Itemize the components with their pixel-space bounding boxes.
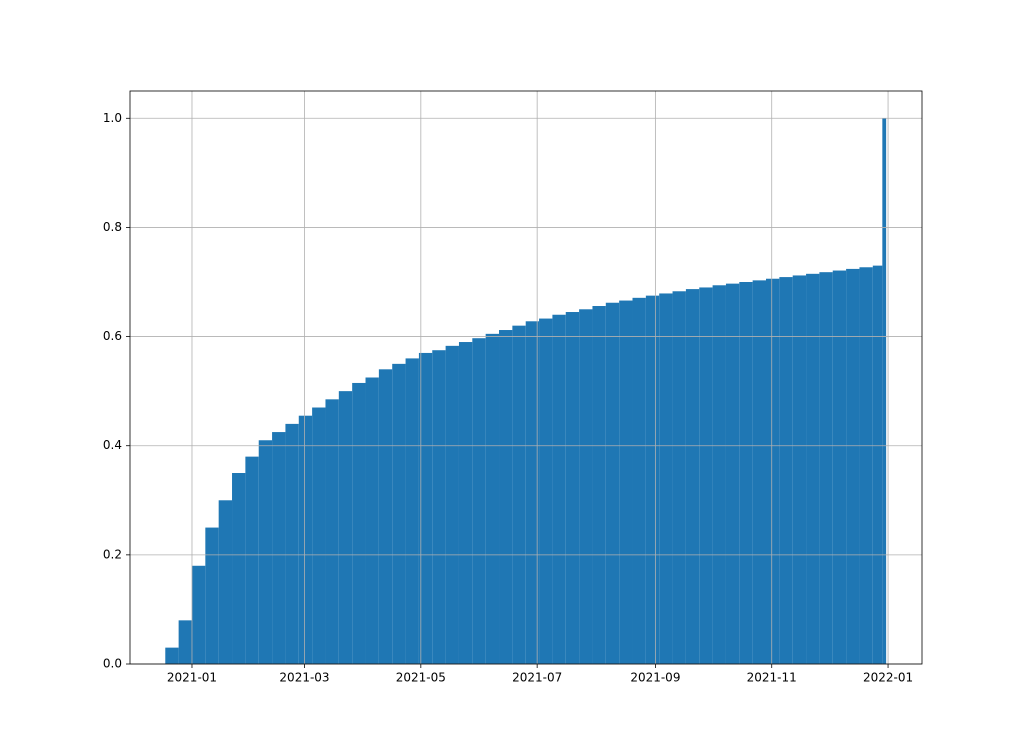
bar (632, 297, 646, 664)
bar (846, 268, 860, 664)
bar (779, 277, 793, 664)
bar (579, 309, 593, 664)
bar (258, 440, 273, 664)
x-tick-label: 2022-01 (863, 671, 913, 685)
bar (859, 267, 873, 664)
bar (832, 270, 847, 664)
bar (592, 306, 606, 664)
x-tick-label: 2021-11 (747, 671, 797, 685)
bar (218, 500, 233, 664)
bar (205, 527, 219, 664)
bar (552, 314, 566, 664)
bar (685, 289, 700, 664)
bar (165, 647, 179, 664)
bar (191, 565, 206, 664)
bar (619, 300, 633, 664)
x-tick-label: 2021-01 (167, 671, 217, 685)
bar (512, 325, 526, 664)
bar (338, 391, 353, 664)
y-tick-label: 0.6 (103, 329, 122, 343)
bar (378, 369, 393, 664)
bar (365, 377, 379, 664)
bar (672, 291, 686, 664)
bar (565, 312, 580, 664)
bar (392, 363, 406, 664)
bar (752, 280, 767, 664)
bar (245, 456, 259, 664)
bar (699, 287, 713, 664)
bar (405, 358, 419, 664)
bar (872, 265, 883, 664)
bar (525, 321, 540, 664)
bar (819, 272, 833, 664)
bar (539, 318, 553, 664)
bar (725, 283, 740, 664)
bar (272, 432, 286, 664)
bar (458, 342, 473, 664)
bar (298, 415, 313, 664)
bar (472, 338, 486, 664)
plot-frame (129, 90, 923, 665)
y-tick-label: 0.8 (103, 220, 122, 234)
x-tick-label: 2021-09 (630, 671, 680, 685)
bar (312, 407, 326, 664)
y-tick-label: 0.4 (103, 438, 122, 452)
x-tick-label: 2021-03 (279, 671, 329, 685)
bar (325, 399, 339, 664)
bar (178, 620, 192, 664)
bar (659, 293, 673, 664)
bar (232, 473, 246, 664)
bar (499, 330, 513, 664)
bar (605, 302, 620, 664)
y-tick-label: 0.0 (103, 657, 122, 671)
x-tick-label: 2021-07 (512, 671, 562, 685)
y-tick-label: 1.0 (103, 111, 122, 125)
bar (485, 333, 500, 664)
bar (739, 282, 753, 664)
bar (285, 423, 299, 664)
bar (882, 118, 887, 665)
bar (806, 273, 820, 664)
bar (792, 275, 807, 664)
bar (352, 382, 366, 664)
bar (645, 295, 660, 664)
bar (418, 352, 433, 664)
bar (766, 278, 780, 664)
x-tick-label: 2021-05 (396, 671, 446, 685)
y-tick-label: 0.2 (103, 547, 122, 561)
bar (712, 285, 726, 664)
bar (432, 350, 446, 664)
bar (445, 345, 459, 664)
